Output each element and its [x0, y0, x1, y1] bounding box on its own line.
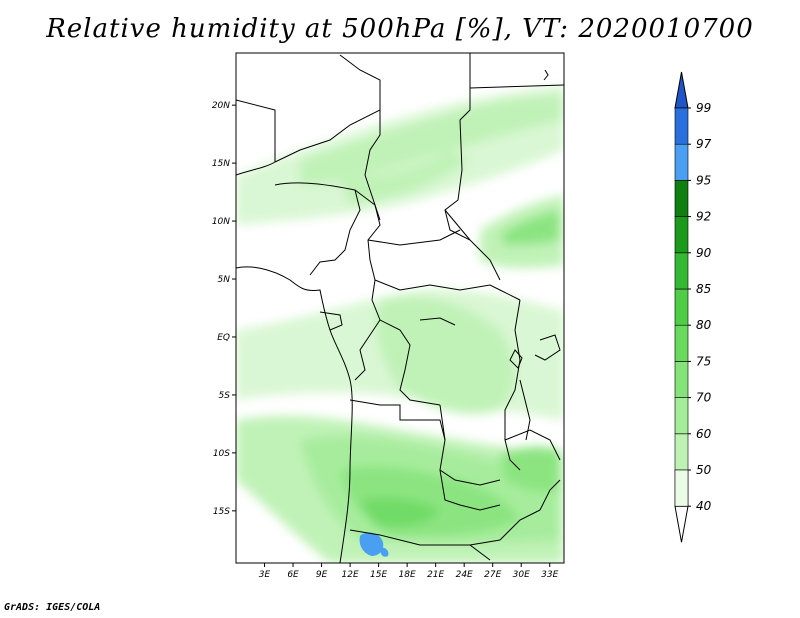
- lon-tick-label: 27E: [484, 570, 501, 580]
- lat-tick-label: 15S: [213, 507, 230, 517]
- lon-tick-label: 21E: [427, 570, 444, 580]
- lon-tick-label: 33E: [541, 570, 558, 580]
- lat-tick-label: 5N: [218, 275, 231, 285]
- map-frame: [235, 52, 565, 564]
- grads-credit: GrADS: IGES/COLA: [4, 602, 101, 613]
- lon-tick-label: 18E: [399, 570, 416, 580]
- lat-tick-label: 10N: [212, 217, 230, 227]
- lon-tick-label: 15E: [370, 570, 387, 580]
- humidity-field: [236, 53, 564, 563]
- lon-tick-label: 30E: [513, 570, 530, 580]
- lat-tick-label: 15N: [212, 159, 230, 169]
- lon-tick-label: 24E: [456, 570, 473, 580]
- lon-tick-label: 12E: [342, 570, 359, 580]
- lat-tick-label: EQ: [217, 333, 230, 343]
- lat-tick-label: 5S: [219, 391, 231, 401]
- latitude-axis: 20N 15N 10N 5N EQ 5S 10S 15S: [212, 101, 236, 517]
- country-borders: [236, 53, 564, 563]
- lon-tick-label: 9E: [316, 570, 328, 580]
- map-title: Relative humidity at 500hPa [%], VT: 202…: [46, 14, 754, 44]
- lon-tick-label: 3E: [259, 570, 271, 580]
- lon-tick-label: 6E: [287, 570, 299, 580]
- lat-tick-label: 10S: [213, 449, 230, 459]
- lat-tick-label: 20N: [212, 101, 230, 111]
- longitude-axis: 3E 6E 9E 12E 15E 18E 21E 24E 27E 30E 33E: [259, 563, 559, 580]
